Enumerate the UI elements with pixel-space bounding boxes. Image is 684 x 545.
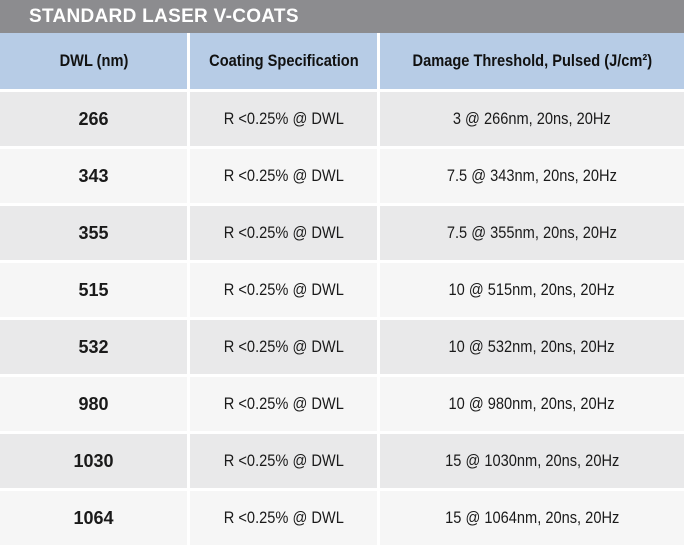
damage-cell: 10 @ 532nm, 20ns, 20Hz bbox=[380, 317, 684, 374]
dwl-cell: 515 bbox=[0, 260, 190, 317]
dwl-cell: 1064 bbox=[0, 488, 190, 545]
dwl-cell: 532 bbox=[0, 317, 190, 374]
damage-text: 10 @ 980nm, 20ns, 20Hz bbox=[448, 394, 616, 413]
damage-cell: 7.5 @ 343nm, 20ns, 20Hz bbox=[380, 146, 684, 203]
dwl-cell: 343 bbox=[0, 146, 190, 203]
coating-cell: R <0.25% @ DWL bbox=[190, 89, 380, 146]
column-header-label: DWL (nm) bbox=[59, 51, 128, 70]
table-row: 532 R <0.25% @ DWL 10 @ 532nm, 20ns, 20H… bbox=[0, 317, 684, 374]
table-row: 266 R <0.25% @ DWL 3 @ 266nm, 20ns, 20Hz bbox=[0, 89, 684, 146]
damage-cell: 3 @ 266nm, 20ns, 20Hz bbox=[380, 89, 684, 146]
column-header-label: Damage Threshold, Pulsed (J/cm²) bbox=[412, 51, 652, 70]
column-header-dwl: DWL (nm) bbox=[0, 33, 190, 89]
damage-text: 10 @ 532nm, 20ns, 20Hz bbox=[448, 337, 616, 356]
coating-text: R <0.25% @ DWL bbox=[223, 223, 344, 242]
table-row: 355 R <0.25% @ DWL 7.5 @ 355nm, 20ns, 20… bbox=[0, 203, 684, 260]
dwl-cell: 355 bbox=[0, 203, 190, 260]
dwl-cell: 266 bbox=[0, 89, 190, 146]
column-header-label: Coating Specification bbox=[208, 51, 359, 70]
coating-text: R <0.25% @ DWL bbox=[223, 337, 344, 356]
damage-text: 15 @ 1064nm, 20ns, 20Hz bbox=[444, 508, 620, 527]
damage-text: 3 @ 266nm, 20ns, 20Hz bbox=[453, 109, 611, 128]
table-row: 515 R <0.25% @ DWL 10 @ 515nm, 20ns, 20H… bbox=[0, 260, 684, 317]
coating-spec-table: DWL (nm) Coating Specification Damage Th… bbox=[0, 33, 684, 545]
coating-cell: R <0.25% @ DWL bbox=[190, 146, 380, 203]
coating-text: R <0.25% @ DWL bbox=[223, 451, 344, 470]
table-row: 1064 R <0.25% @ DWL 15 @ 1064nm, 20ns, 2… bbox=[0, 488, 684, 545]
coating-cell: R <0.25% @ DWL bbox=[190, 431, 380, 488]
coating-text: R <0.25% @ DWL bbox=[223, 280, 344, 299]
damage-cell: 15 @ 1030nm, 20ns, 20Hz bbox=[380, 431, 684, 488]
coating-cell: R <0.25% @ DWL bbox=[190, 260, 380, 317]
header-row: DWL (nm) Coating Specification Damage Th… bbox=[0, 33, 684, 89]
damage-text: 7.5 @ 355nm, 20ns, 20Hz bbox=[446, 223, 618, 242]
table-row: 1030 R <0.25% @ DWL 15 @ 1030nm, 20ns, 2… bbox=[0, 431, 684, 488]
damage-cell: 10 @ 980nm, 20ns, 20Hz bbox=[380, 374, 684, 431]
table-row: 343 R <0.25% @ DWL 7.5 @ 343nm, 20ns, 20… bbox=[0, 146, 684, 203]
coating-text: R <0.25% @ DWL bbox=[223, 508, 344, 527]
coating-text: R <0.25% @ DWL bbox=[223, 166, 344, 185]
column-header-coating: Coating Specification bbox=[190, 33, 380, 89]
damage-cell: 10 @ 515nm, 20ns, 20Hz bbox=[380, 260, 684, 317]
damage-text: 15 @ 1030nm, 20ns, 20Hz bbox=[444, 451, 620, 470]
coating-cell: R <0.25% @ DWL bbox=[190, 203, 380, 260]
dwl-cell: 980 bbox=[0, 374, 190, 431]
coating-cell: R <0.25% @ DWL bbox=[190, 488, 380, 545]
coating-cell: R <0.25% @ DWL bbox=[190, 317, 380, 374]
coating-text: R <0.25% @ DWL bbox=[223, 394, 344, 413]
damage-cell: 15 @ 1064nm, 20ns, 20Hz bbox=[380, 488, 684, 545]
damage-text: 7.5 @ 343nm, 20ns, 20Hz bbox=[446, 166, 618, 185]
column-header-damage-threshold: Damage Threshold, Pulsed (J/cm²) bbox=[380, 33, 684, 89]
damage-text: 10 @ 515nm, 20ns, 20Hz bbox=[448, 280, 616, 299]
table-row: 980 R <0.25% @ DWL 10 @ 980nm, 20ns, 20H… bbox=[0, 374, 684, 431]
damage-cell: 7.5 @ 355nm, 20ns, 20Hz bbox=[380, 203, 684, 260]
coating-cell: R <0.25% @ DWL bbox=[190, 374, 380, 431]
coating-text: R <0.25% @ DWL bbox=[223, 109, 344, 128]
table-title: Standard Laser V-Coats bbox=[0, 0, 684, 33]
dwl-cell: 1030 bbox=[0, 431, 190, 488]
